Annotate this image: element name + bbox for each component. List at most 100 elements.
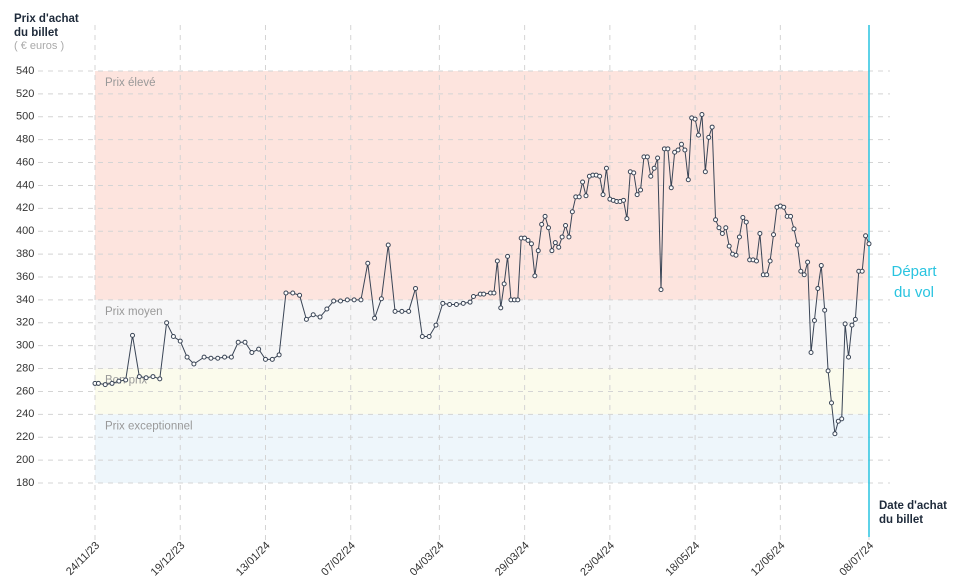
price-point <box>556 244 562 250</box>
annotation: Départ du vol <box>891 263 937 301</box>
price-point <box>310 312 316 318</box>
price-point <box>351 297 357 303</box>
price-point <box>222 354 228 360</box>
y-tick-label: 220 <box>16 431 34 443</box>
price-point <box>805 259 811 265</box>
price-point <box>685 177 691 183</box>
price-point <box>859 268 865 274</box>
price-point <box>331 298 337 304</box>
price-point <box>600 192 606 198</box>
price-point <box>624 216 630 222</box>
x-tick-label: 13/01/24 <box>234 540 273 579</box>
y-tick-label: 380 <box>16 248 34 260</box>
price-point <box>123 377 129 383</box>
price-point <box>426 334 432 340</box>
y-tick-label: 360 <box>16 271 34 283</box>
price-point <box>164 320 170 326</box>
price-point <box>839 416 845 422</box>
price-point <box>470 293 476 299</box>
band-label: Prix élevé <box>105 77 156 89</box>
price-point <box>498 305 504 311</box>
price-point <box>846 354 852 360</box>
price-point <box>228 354 234 360</box>
price-point <box>440 300 446 306</box>
price-point <box>706 134 712 140</box>
price-point <box>102 382 108 388</box>
price-point <box>692 116 698 122</box>
price-point <box>757 231 763 237</box>
x-tick-label: 08/07/24 <box>837 540 876 579</box>
y-tick-label: 420 <box>16 202 34 214</box>
price-point <box>736 234 742 240</box>
price-point <box>552 240 558 246</box>
price-point <box>392 308 398 314</box>
price-point <box>491 290 497 296</box>
price-point <box>702 169 708 175</box>
price-point <box>794 242 800 248</box>
price-point <box>337 298 343 304</box>
price-point <box>467 299 473 305</box>
price-point <box>781 204 787 210</box>
y-tick-label: 180 <box>16 477 34 489</box>
price-point <box>522 235 528 241</box>
y-tick-label: 500 <box>16 111 34 123</box>
price-point <box>631 170 637 176</box>
price-point <box>358 297 364 303</box>
price-point <box>215 355 221 361</box>
price-point <box>290 290 296 296</box>
price-point <box>767 258 773 264</box>
price-point <box>549 248 555 254</box>
price-point <box>849 322 855 328</box>
price-point <box>675 147 681 153</box>
x-axis-title: Date d'achat du billet <box>879 500 947 526</box>
price-point <box>818 263 824 269</box>
price-point <box>157 376 163 382</box>
price-point <box>648 173 654 179</box>
y-tick-label: 280 <box>16 362 34 374</box>
x-tick-label: 18/05/24 <box>664 540 703 579</box>
price-point <box>542 213 548 219</box>
price-point <box>798 268 804 274</box>
y-tick-label: 440 <box>16 179 34 191</box>
price-point <box>532 273 538 279</box>
price-band <box>95 414 869 483</box>
price-point <box>365 260 371 266</box>
price-point <box>621 197 627 203</box>
price-point <box>583 193 589 199</box>
y-tick-label: 540 <box>16 65 34 77</box>
band-label: Prix moyen <box>105 306 163 318</box>
y-tick-label: 200 <box>16 454 34 466</box>
price-point <box>644 154 650 160</box>
price-point <box>815 285 821 291</box>
price-point <box>317 314 323 320</box>
price-point <box>539 221 545 227</box>
price-point <box>262 356 268 362</box>
price-point <box>116 378 122 384</box>
x-tick-label: 19/12/23 <box>149 540 188 579</box>
y-tick-label: 300 <box>16 340 34 352</box>
price-point <box>276 352 282 358</box>
price-point <box>852 316 858 322</box>
price-point <box>303 316 309 322</box>
x-tick-label: 29/03/24 <box>493 540 532 579</box>
price-point <box>419 334 425 340</box>
price-point <box>791 226 797 232</box>
price-point <box>378 296 384 302</box>
price-point <box>716 225 722 231</box>
price-point <box>672 149 678 155</box>
price-point <box>764 272 770 278</box>
price-point <box>249 350 255 356</box>
price-point <box>569 209 575 215</box>
price-point <box>863 233 869 239</box>
price-point <box>665 146 671 152</box>
price-point <box>682 147 688 153</box>
price-point <box>733 252 739 258</box>
price-point <box>208 355 214 361</box>
price-point <box>344 297 350 303</box>
price-point <box>832 431 838 437</box>
price-point <box>481 291 487 297</box>
price-point <box>372 315 378 321</box>
price-point <box>433 322 439 328</box>
